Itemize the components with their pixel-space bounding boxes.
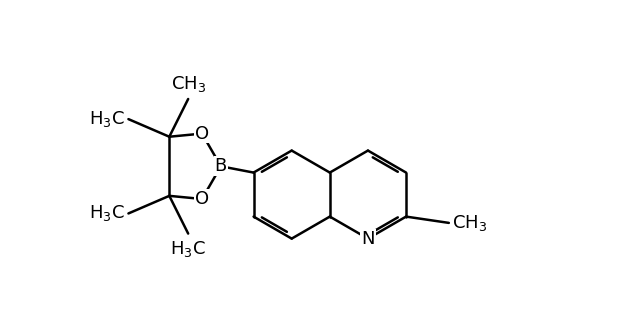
Text: H$_3$C: H$_3$C: [90, 109, 125, 129]
Text: O: O: [195, 190, 209, 208]
Text: B: B: [215, 157, 227, 175]
Text: CH$_3$: CH$_3$: [452, 213, 487, 233]
Text: H$_3$C: H$_3$C: [90, 204, 125, 223]
Text: CH$_3$: CH$_3$: [170, 74, 206, 94]
Text: O: O: [195, 124, 209, 143]
Text: H$_3$C: H$_3$C: [170, 239, 206, 259]
Text: N: N: [361, 230, 374, 248]
